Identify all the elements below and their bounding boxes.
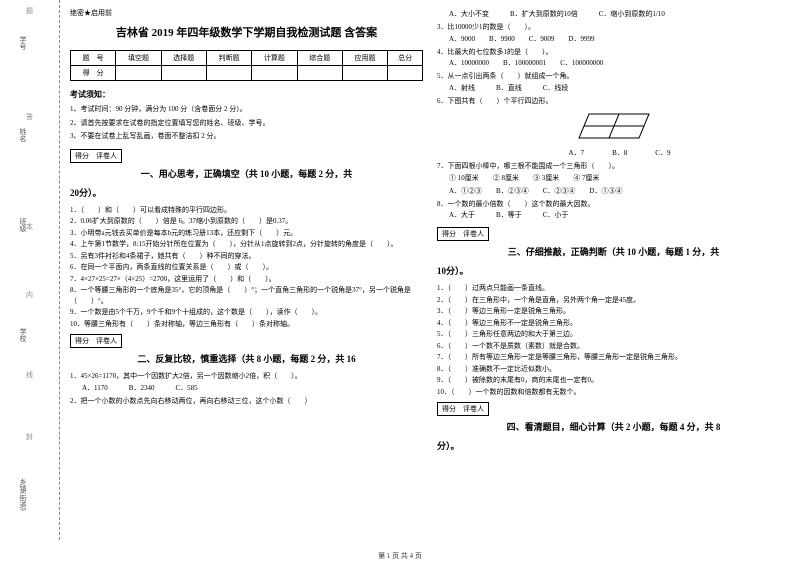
judge-q: 2．（ ）在三角形中，一个角是直角，另外两个角一定是45度。 bbox=[437, 295, 790, 306]
parallelogram-icon bbox=[569, 110, 659, 142]
judge-q: 5．（ ）三角形任意两边的和大于第三边。 bbox=[437, 329, 790, 340]
gutter-mark: 答 bbox=[26, 112, 33, 122]
page-container: 题 学号 答 姓名 本 班级 内 学校 线 封 乡镇(街道) 绝密★启用前 吉林… bbox=[0, 0, 800, 540]
gutter-label-id: 学号 bbox=[18, 36, 28, 50]
fill-q: 9．一个数是由5个千万，9个千和9个十组成的，这个数是（ ），读作（ ）。 bbox=[70, 307, 423, 318]
judge-q: 9．（ ）被除数的末尾有0，商的末尾也一定有0。 bbox=[437, 375, 790, 386]
choice-q: 7．下面四根小棒中，哪三根不能围成一个三角形（ ）。 bbox=[437, 161, 790, 172]
notice-item: 3、不要在试卷上乱写乱画，卷面不整洁扣 2 分。 bbox=[70, 131, 423, 142]
judge-q: 7．（ ）所有等边三角形一定是等腰三角形，等腰三角形一定是锐角三角形。 bbox=[437, 352, 790, 363]
choice-opts: A．大于 B．等于 C．小于 bbox=[449, 210, 790, 220]
section-1-title: 一、用心思考，正确填空（共 10 小题，每题 2 分，共 bbox=[70, 167, 423, 180]
section-3-tail: 10分）。 bbox=[437, 264, 790, 277]
th: 总分 bbox=[388, 51, 423, 66]
right-column: A．大小不变 B．扩大到原数的10倍 C．缩小到原数的1/10 3．比10000… bbox=[437, 8, 790, 532]
choice-opts: A．射线 B．直线 C．线段 bbox=[449, 83, 790, 93]
judge-q: 8．（ ）准确数不一定比近似数小。 bbox=[437, 364, 790, 375]
choice-opts: A．9000 B．9900 C．9009 D．9999 bbox=[449, 34, 790, 44]
fill-q: 6．在同一个平面内，两条直线的位置关系是（ ）或（ ）。 bbox=[70, 262, 423, 273]
choice-opts: A．大小不变 B．扩大到原数的10倍 C．缩小到原数的1/10 bbox=[449, 9, 790, 19]
th: 填空题 bbox=[116, 51, 161, 66]
td bbox=[206, 66, 251, 81]
th: 题 号 bbox=[71, 51, 116, 66]
td bbox=[297, 66, 342, 81]
th: 判断题 bbox=[206, 51, 251, 66]
parallelogram-figure bbox=[437, 110, 790, 144]
judge-q: 4．（ ）等边三角形不一定是锐角三角形。 bbox=[437, 318, 790, 329]
gutter-label-school: 学校 bbox=[18, 328, 28, 342]
td bbox=[342, 66, 387, 81]
choice-q: 1．45×26=1170，其中一个因数扩大2倍，另一个因数缩小2倍，积（ ）。 bbox=[70, 371, 423, 382]
td: 得 分 bbox=[71, 66, 116, 81]
judge-q: 10．（ ）一个数的因数和倍数都有无数个。 bbox=[437, 387, 790, 398]
fill-q: 3．小明带a元钱去买单价是每本b元的练习册13本，还应剩下（ ）元。 bbox=[70, 228, 423, 239]
table-row: 题 号 填空题 选择题 判断题 计算题 综合题 应用题 总分 bbox=[71, 51, 423, 66]
fill-q: 7．4×27×25=27×（4×25）=2700，这里运用了（ ）和（ ）。 bbox=[70, 274, 423, 285]
section-1-tail: 20分）。 bbox=[70, 186, 423, 199]
page-footer: 第 1 页 共 4 页 bbox=[0, 551, 800, 561]
choice-opts: A．1170 B．2340 C．585 bbox=[82, 383, 423, 393]
choice-opts: A．10000000 B．100000001 C．100000000 bbox=[449, 58, 790, 68]
fill-q: 8．一个等腰三角形的一个底角是35°，它的顶角是（ ）°；一个直角三角形的一个锐… bbox=[70, 285, 423, 306]
judge-q: 1．（ ）过两点只能画一条直线。 bbox=[437, 283, 790, 294]
gutter-mark: 线 bbox=[26, 370, 33, 380]
fill-q: 2．0.06扩大到原数的（ ）倍是 6。37缩小到原数的（ ）是0.37。 bbox=[70, 216, 423, 227]
left-column: 绝密★启用前 吉林省 2019 年四年级数学下学期自我检测试题 含答案 题 号 … bbox=[70, 8, 423, 532]
content-area: 绝密★启用前 吉林省 2019 年四年级数学下学期自我检测试题 含答案 题 号 … bbox=[60, 0, 800, 540]
section-2-title: 二、反复比较，慎重选择（共 8 小题，每题 2 分，共 16 bbox=[70, 352, 423, 365]
gutter-label-class: 班级 bbox=[18, 218, 28, 232]
confidential-mark: 绝密★启用前 bbox=[70, 8, 423, 18]
notice-item: 1、考试时间：90 分钟，满分为 100 分（含卷面分 2 分）。 bbox=[70, 104, 423, 115]
gutter-mark: 题 bbox=[26, 6, 33, 16]
choice-q: 2．把一个小数的小数点先向右移动两位，再向右移动三位，这个小数（ ） bbox=[70, 396, 423, 407]
td bbox=[116, 66, 161, 81]
fill-q: 5．另有3件衬衫和4条裙子，她共有（ ）种不同的穿法。 bbox=[70, 251, 423, 262]
th: 应用题 bbox=[342, 51, 387, 66]
choice-opts: A．7 B．8 C．9 bbox=[449, 148, 790, 158]
judge-box: 得分 评卷人 bbox=[437, 227, 489, 241]
notice-item: 2、请首先按要求在试卷的指定位置填写您的姓名、班级、学号。 bbox=[70, 118, 423, 129]
section-3-title: 三、仔细推敲，正确判断（共 10 小题，每题 1 分，共 bbox=[437, 245, 790, 258]
th: 计算题 bbox=[252, 51, 297, 66]
choice-q: 8．一个数的最小倍数（ ）这个数的最大因数。 bbox=[437, 199, 790, 210]
td bbox=[161, 66, 206, 81]
judge-box: 得分 评卷人 bbox=[437, 402, 489, 416]
judge-box: 得分 评卷人 bbox=[70, 334, 122, 348]
judge-box: 得分 评卷人 bbox=[70, 149, 122, 163]
fill-q: 4．上午第1节数学，8:15开始分针所在位置为（ ），分针从1点旋转到2点，分针… bbox=[70, 239, 423, 250]
choice-q: 4．比最大的七位数多1的是（ ）。 bbox=[437, 47, 790, 58]
td bbox=[388, 66, 423, 81]
score-table: 题 号 填空题 选择题 判断题 计算题 综合题 应用题 总分 得 分 bbox=[70, 50, 423, 81]
choice-q: 5．从一点引出两条（ ）就组成一个角。 bbox=[437, 71, 790, 82]
choice-q: 3．比10000少1的数是（ ）。 bbox=[437, 22, 790, 33]
gutter-label-name: 姓名 bbox=[18, 128, 28, 142]
fill-q: 1．（ ）和（ ）可以看成特殊的平行四边形。 bbox=[70, 205, 423, 216]
paper-title: 吉林省 2019 年四年级数学下学期自我检测试题 含答案 bbox=[70, 24, 423, 40]
choice-opts: ① 10厘米 ② 8厘米 ③ 3厘米 ④ 7厘米 bbox=[449, 173, 790, 183]
notice-heading: 考试须知： bbox=[70, 89, 423, 100]
binding-gutter: 题 学号 答 姓名 本 班级 内 学校 线 封 乡镇(街道) bbox=[0, 0, 60, 540]
section-4-tail: 分）。 bbox=[437, 439, 790, 452]
choice-opts: A．①②③ B．②③④ C．②③④ D．①③④ bbox=[449, 186, 790, 196]
choice-q: 6．下图共有（ ）个平行四边形。 bbox=[437, 96, 790, 107]
judge-q: 6．（ ）一个数不是质数（素数）就是合数。 bbox=[437, 341, 790, 352]
td bbox=[252, 66, 297, 81]
fill-q: 10．等腰三角形有（ ）条对称轴，等边三角形有（ ）条对称轴。 bbox=[70, 319, 423, 330]
section-4-title: 四、看清题目，细心计算（共 2 小题，每题 4 分，共 8 bbox=[437, 420, 790, 433]
gutter-label-town: 乡镇(街道) bbox=[18, 478, 28, 511]
table-row: 得 分 bbox=[71, 66, 423, 81]
judge-q: 3．（ ）等边三角形一定是锐角三角形。 bbox=[437, 306, 790, 317]
gutter-mark: 封 bbox=[26, 432, 33, 442]
th: 综合题 bbox=[297, 51, 342, 66]
gutter-mark: 内 bbox=[26, 290, 33, 300]
th: 选择题 bbox=[161, 51, 206, 66]
